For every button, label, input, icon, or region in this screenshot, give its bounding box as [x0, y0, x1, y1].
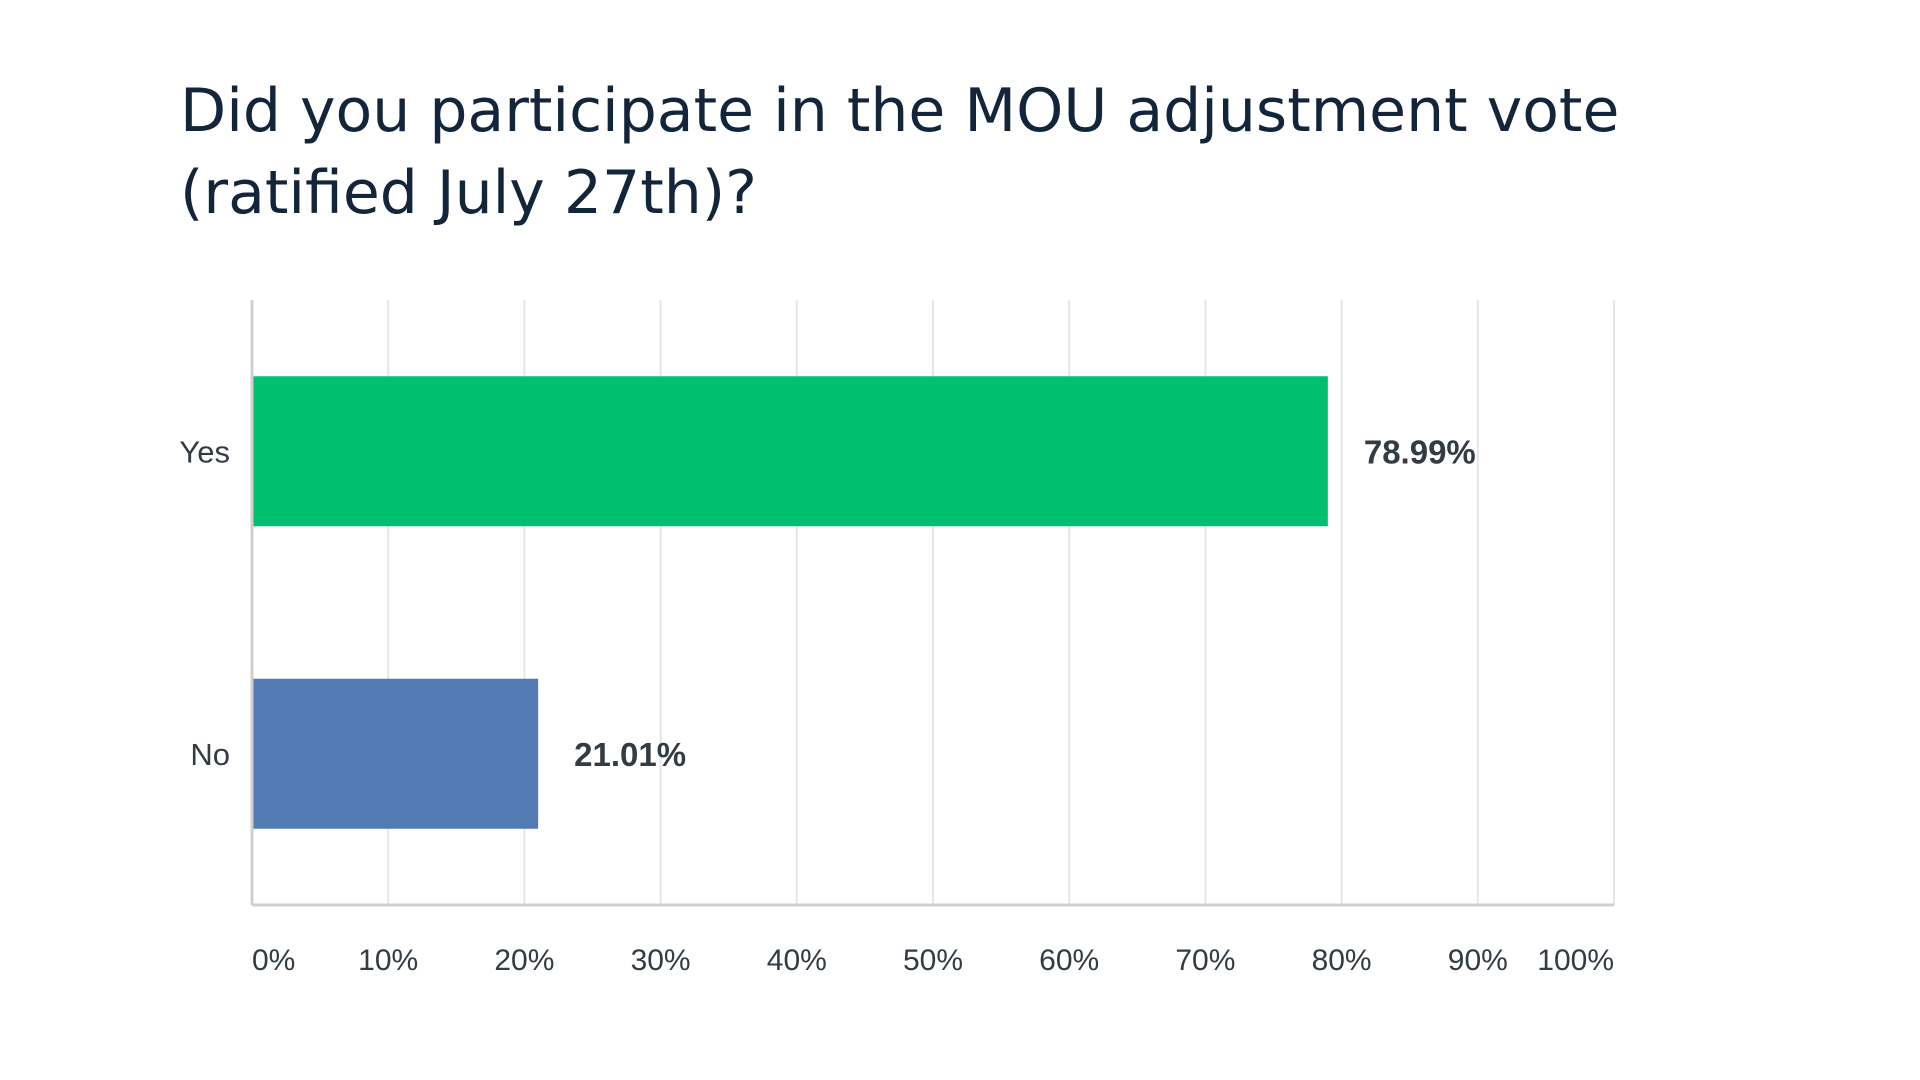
labels: 0% 10% 20% 30% 40% 50% 60% 70% 80% 90% 100% Yes 78.9…: [179, 433, 1614, 977]
axes: [250, 300, 1614, 907]
x-tick-label: 30%: [631, 944, 691, 977]
value-label: 78.99%: [1364, 433, 1476, 470]
x-tick-label: 40%: [767, 944, 827, 977]
category-label: Yes: [179, 434, 230, 469]
bars: [253, 376, 1328, 829]
x-tick-label: 0%: [252, 944, 295, 977]
category-label: No: [190, 737, 230, 772]
x-tick-label: 10%: [358, 944, 418, 977]
x-tick-label: 20%: [494, 944, 554, 977]
x-tick-label: 50%: [903, 944, 963, 977]
x-tick-label: 100%: [1537, 944, 1614, 977]
value-label: 21.01%: [574, 736, 686, 773]
x-tick-label: 90%: [1448, 944, 1508, 977]
x-tick-label: 80%: [1312, 944, 1372, 977]
bar-no: [253, 678, 539, 829]
bar-yes: [253, 376, 1328, 527]
x-tick-label: 60%: [1039, 944, 1099, 977]
x-tick-label: 70%: [1175, 944, 1235, 977]
chart-title: Did you participate in the MOU adjustmen…: [180, 76, 1620, 228]
